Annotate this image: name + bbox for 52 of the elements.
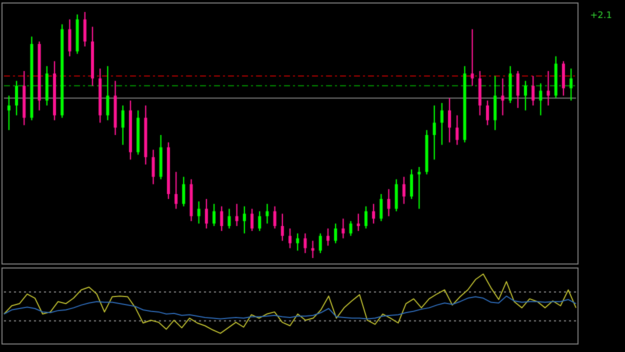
candlestick [448,98,452,143]
candlestick [539,82,542,116]
candlestick [432,104,436,160]
candlestick [402,176,406,204]
candlestick [410,168,414,200]
candlestick [266,203,269,224]
candlestick [280,213,284,242]
candlestick [121,104,124,146]
candlestick [273,206,276,230]
candlestick [440,102,444,146]
candlestick [334,222,338,244]
candlestick [456,114,459,146]
candlestick [197,200,200,224]
candlestick [372,203,376,224]
candlestick [326,228,330,246]
candlestick [546,70,550,106]
candlestick [516,70,520,109]
candlestick [311,240,314,259]
candlestick [318,232,322,254]
candlestick [174,171,178,210]
candlestick [349,220,352,236]
candlestick [15,80,18,116]
candlestick [387,188,390,217]
candlestick [258,210,262,232]
candlestick [288,228,292,249]
candlestick [296,232,300,252]
candlestick [182,176,186,207]
candlestick [212,203,216,227]
text: +2.1 [590,11,612,21]
candlestick [524,80,527,111]
candlestick [470,28,474,86]
candlestick [220,206,224,232]
candlestick [106,66,110,121]
candlestick [204,198,208,230]
candlestick [342,218,345,239]
candlestick [532,75,535,106]
candlestick [501,78,504,116]
candlestick [380,193,383,222]
candlestick [356,213,360,232]
candlestick [486,100,490,126]
candlestick [304,232,307,254]
candlestick [68,18,72,57]
candlestick [152,149,155,185]
candlestick [250,208,254,232]
candlestick [235,203,238,227]
candlestick [570,68,573,102]
candlestick [7,95,10,131]
candlestick [228,208,231,230]
candlestick [364,206,368,230]
candlestick [418,166,421,210]
candlestick [242,206,246,234]
candlestick [83,11,86,48]
